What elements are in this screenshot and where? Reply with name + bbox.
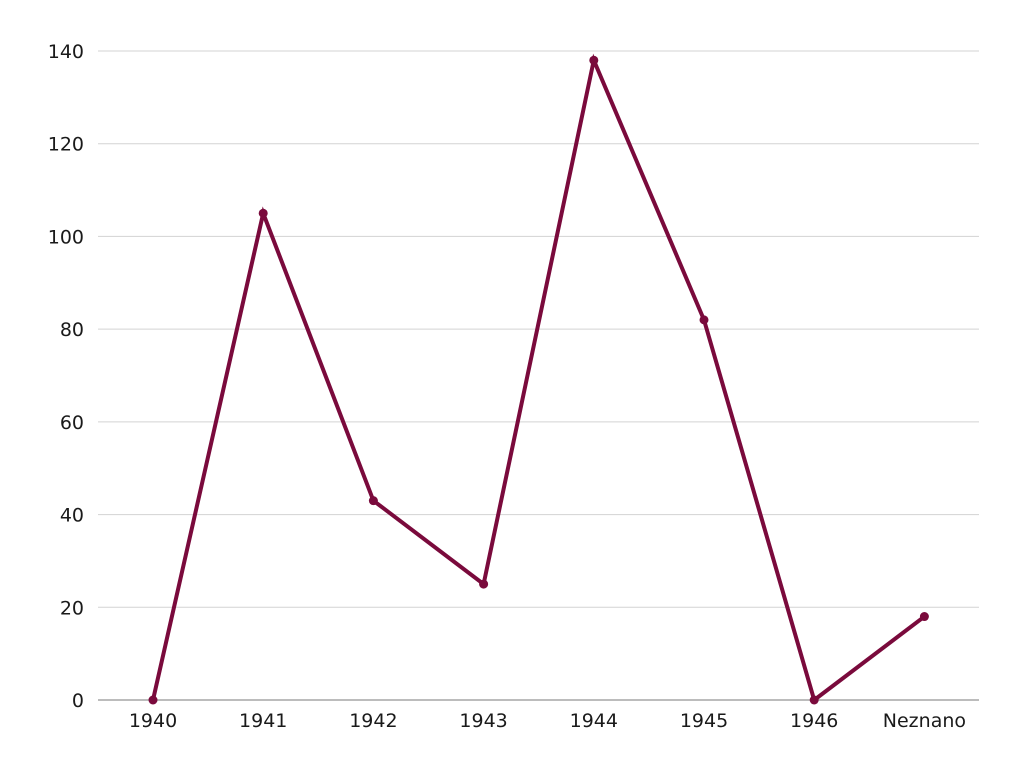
x-tick-label: 1944 [570,710,618,732]
grid-layer [98,50,979,701]
data-point [258,208,268,218]
y-tick-label: 60 [60,412,84,434]
x-tick-label: 1945 [680,710,728,732]
y-tick-label: 40 [60,505,84,527]
x-tick-label: 1943 [459,710,507,732]
x-tick-label: 1946 [790,710,838,732]
data-point [919,612,929,622]
series-line [151,53,927,704]
data-point [699,315,709,325]
x-axis: 1940 1941 1942 1943 1944 1945 1946 Neznano [129,710,966,732]
x-tick-label: 1942 [349,710,397,732]
x-tick-label: 1940 [129,710,177,732]
data-point [148,695,158,705]
y-axis: 0 20 40 60 80 100 120 140 [48,41,84,712]
x-tick-label: Neznano [883,710,966,732]
data-point [479,579,489,589]
data-point [809,695,819,705]
y-tick-label: 100 [48,226,84,248]
y-tick-label: 20 [60,597,84,619]
y-tick-label: 80 [60,319,84,341]
series-layer [148,53,929,705]
y-tick-label: 120 [48,134,84,156]
y-tick-label: 0 [72,690,84,712]
y-tick-label: 140 [48,41,84,63]
data-point [368,496,378,506]
x-tick-label: 1941 [239,710,287,732]
data-point [589,55,599,65]
